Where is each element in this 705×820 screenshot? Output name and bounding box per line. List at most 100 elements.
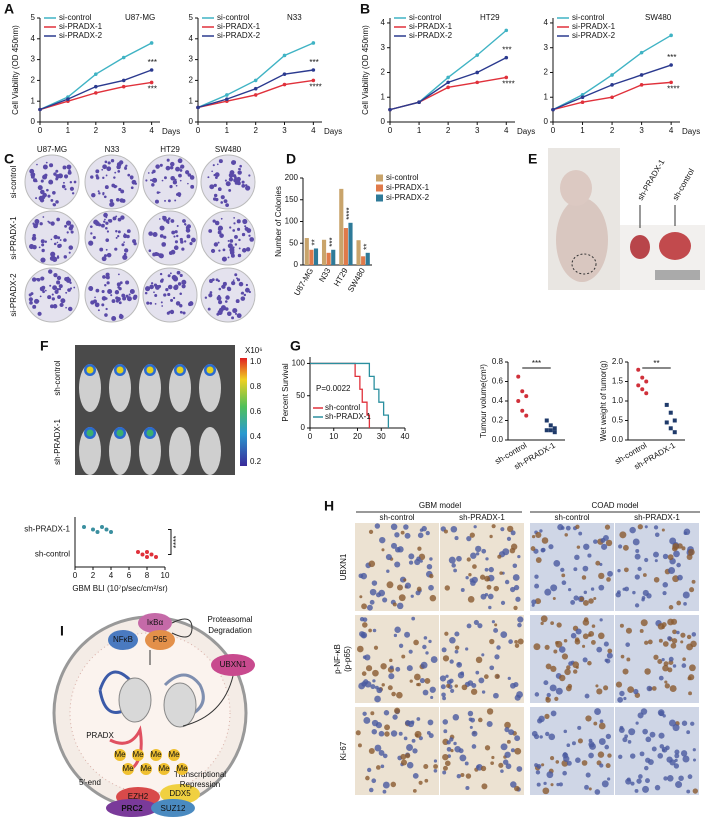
xenograft-photo: sh-PRADX-1 sh-control	[548, 148, 705, 290]
nucleus-dot	[546, 771, 554, 779]
nucleus-dot	[423, 636, 428, 640]
nucleus-dot	[680, 750, 688, 757]
colony-dot	[125, 280, 130, 285]
colony-dot	[103, 254, 108, 258]
nucleus-dot	[668, 656, 674, 662]
colony-dot	[211, 170, 213, 173]
data-point	[417, 100, 421, 104]
data-point	[82, 525, 86, 529]
nucleus-dot	[604, 744, 610, 750]
colony-dot	[144, 291, 148, 295]
data-point	[475, 80, 480, 85]
data-point	[140, 552, 145, 557]
nucleus-dot	[473, 525, 477, 529]
nucleus-dot	[362, 622, 368, 628]
protein	[138, 613, 172, 633]
colony-dot	[32, 172, 36, 176]
nucleus-dot	[381, 683, 385, 687]
colony-dot	[42, 290, 45, 294]
legend-label: si-PRADX-1	[572, 22, 616, 31]
y-tick-label: 1	[544, 92, 549, 101]
nucleus-dot	[691, 579, 696, 584]
diagram-label: NFκB	[113, 635, 133, 644]
colony-dot	[71, 192, 75, 195]
nucleus-dot	[534, 574, 539, 579]
nucleus-dot	[403, 578, 407, 582]
nucleus-dot	[481, 653, 485, 657]
colony-dot	[186, 224, 192, 229]
nucleus-dot	[637, 566, 642, 572]
colony-dot	[159, 225, 165, 231]
methyl-dot	[132, 749, 144, 761]
diagram-label: Me	[168, 750, 180, 759]
colony-dot	[50, 251, 56, 257]
nucleus-dot	[400, 759, 408, 766]
colony-dot	[243, 293, 247, 297]
colony-dot	[114, 290, 120, 295]
nucleus-dot	[417, 532, 424, 539]
nucleus-dot	[425, 651, 429, 655]
colony-dot	[133, 294, 138, 299]
nucleus-dot	[370, 684, 376, 690]
colony-dot	[228, 177, 234, 182]
bar	[313, 248, 319, 265]
ihc-image	[440, 707, 524, 795]
nucleus-dot	[499, 571, 503, 575]
data-point	[121, 84, 126, 89]
colony-dot	[125, 294, 129, 298]
diagram-label: PRADX	[86, 731, 114, 740]
colony-dot	[116, 282, 121, 287]
y-tick-label: 4	[381, 18, 386, 27]
nucleus-dot	[375, 765, 381, 770]
mouse	[139, 427, 161, 475]
nucleus-dot	[504, 727, 510, 733]
colony-dot	[56, 280, 61, 285]
colony-dot	[41, 243, 45, 247]
colony-dot	[233, 222, 236, 225]
colony-dot	[33, 223, 38, 229]
bar	[331, 249, 336, 265]
colony-dot	[126, 296, 132, 302]
data-point	[636, 383, 641, 388]
bar	[304, 238, 309, 265]
nucleus-dot	[449, 737, 454, 742]
nucleus-dot	[504, 721, 511, 729]
colony-dot	[95, 223, 99, 226]
nucleus-dot	[598, 722, 606, 730]
colony-dot	[236, 278, 241, 282]
nucleus-dot	[456, 555, 462, 562]
nucleus-dot	[379, 536, 386, 544]
colony-dot	[244, 184, 248, 187]
diagram-label: UBXN1	[220, 660, 247, 669]
nucleus-dot	[517, 638, 524, 645]
data-point	[66, 97, 70, 101]
y-tick-label: 0.5	[612, 416, 624, 425]
nucleus-dot	[651, 686, 657, 691]
series-line	[197, 42, 314, 109]
y-tick-label: 50	[289, 238, 298, 247]
x-tick-label: 3	[121, 126, 126, 135]
nucleus-dot	[603, 685, 609, 691]
colony-dot	[102, 275, 106, 279]
nucleus-dot	[472, 564, 477, 569]
nucleus-dot	[509, 547, 516, 554]
annotation: ***	[309, 58, 318, 67]
colony-dot	[103, 195, 107, 199]
data-point	[548, 423, 553, 428]
nucleus-dot	[552, 596, 556, 600]
colony-dot	[118, 287, 122, 291]
nucleus-dot	[486, 720, 493, 728]
nucleus-dot	[363, 717, 371, 724]
chromatin	[163, 673, 205, 717]
x-tick-label: 3	[282, 126, 287, 135]
nucleus-dot	[484, 593, 489, 597]
nucleus-dot	[471, 730, 478, 737]
nucleus-dot	[478, 677, 485, 684]
y-tick-label: 0.0	[612, 435, 624, 444]
nucleus-dot	[416, 586, 422, 592]
colony-dot	[158, 191, 161, 194]
nucleus-dot	[658, 638, 663, 643]
colony-dot	[90, 232, 93, 235]
nucleus-dot	[385, 554, 392, 561]
nucleus-dot	[597, 632, 605, 640]
